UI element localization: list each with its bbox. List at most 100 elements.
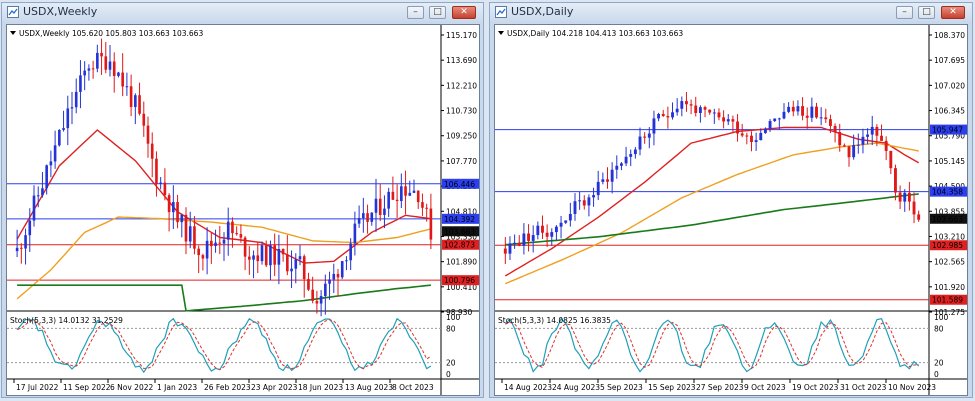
candle-body	[541, 225, 544, 233]
candle-body	[907, 192, 911, 202]
minimize-button[interactable]: –	[896, 6, 913, 19]
price-tick-label: 106.345	[934, 107, 965, 116]
candle-body	[49, 161, 53, 166]
price-tick-label: 100.410	[446, 283, 477, 292]
candle-body	[357, 218, 361, 224]
minimize-button[interactable]: –	[407, 6, 424, 19]
candle-body	[307, 279, 310, 290]
candle-body	[917, 214, 921, 220]
date-tick-label: 13 Aug 2023	[345, 383, 393, 392]
candle-body	[550, 232, 554, 237]
candle-body	[726, 119, 730, 122]
candle-body	[264, 245, 268, 266]
candle-body	[912, 201, 916, 215]
candle-body	[134, 95, 137, 108]
candle-body	[796, 106, 800, 112]
price-level-badge	[930, 124, 967, 135]
candle-body	[894, 168, 897, 193]
maximize-button[interactable]: □	[918, 6, 935, 19]
candle-body	[573, 201, 577, 214]
price-level-badge	[442, 239, 479, 250]
candle-body	[231, 221, 234, 234]
date-tick-label: 26 Feb 2023	[204, 383, 251, 392]
candle-body	[298, 256, 302, 260]
candle-body	[615, 165, 619, 170]
candle-body	[791, 106, 795, 112]
date-tick-label: 1 Jan 2023	[157, 383, 197, 392]
candle-body	[643, 136, 647, 138]
stoch-tick-label: 20	[446, 359, 456, 368]
candle-body	[332, 273, 336, 280]
weekly-window-title: USDX,Weekly	[23, 5, 98, 18]
price-tick-label: 103.855	[934, 207, 965, 216]
daily-titlebar[interactable]: USDX,Daily – □ ✕	[490, 3, 972, 21]
weekly-chart-area[interactable]: 115.170 113.690 112.210 110.730 109.250 107.7…	[6, 24, 480, 396]
candle-body	[188, 226, 192, 242]
candle-body	[898, 192, 902, 202]
price-level-label: 104.358	[932, 188, 963, 197]
candle-body	[210, 240, 213, 247]
candle-body	[378, 198, 382, 215]
price-level-label: 102.985	[932, 241, 963, 250]
candle-body	[125, 86, 129, 88]
candle-body	[685, 101, 688, 105]
candle-body	[104, 56, 108, 70]
candle-body	[193, 226, 196, 249]
candle-body	[513, 242, 517, 244]
weekly-titlebar[interactable]: USDX,Weekly – □ ✕	[2, 3, 483, 21]
price-tick-label: 113.690	[446, 56, 477, 65]
daily-chart-area[interactable]: 108.370 107.695 107.020 106.345 105.790 105.1…	[494, 24, 968, 396]
candle-body	[833, 125, 837, 133]
daily-chart-svg[interactable]: 108.370 107.695 107.020 106.345 105.790 105.1…	[495, 25, 968, 396]
candle-body	[606, 179, 609, 182]
candle-body	[587, 197, 591, 206]
weekly-chart-svg[interactable]: 115.170 113.690 112.210 110.730 109.250 107.7…	[7, 25, 480, 396]
candle-body	[568, 213, 572, 221]
close-button[interactable]: ✕	[452, 6, 476, 19]
ma-fast-line	[504, 126, 920, 277]
weekly-chart-window[interactable]: USDX,Weekly – □ ✕ 115.170 113.690 112.210 1…	[1, 2, 484, 398]
candle-body	[703, 107, 707, 110]
candle-body	[638, 136, 642, 150]
current-price-label: 103.663	[932, 215, 963, 224]
candle-body	[319, 296, 323, 304]
candle-body	[100, 52, 103, 57]
candle-body	[412, 190, 416, 193]
candle-body	[383, 208, 386, 215]
candle-body	[810, 106, 814, 118]
candle-body	[163, 182, 167, 196]
price-tick-label: 105.145	[934, 157, 965, 166]
candle-body	[708, 109, 712, 113]
price-tick-label: 104.810	[446, 207, 477, 216]
price-tick-label: 108.370	[934, 31, 965, 40]
close-button[interactable]: ✕	[941, 6, 965, 19]
candle-body	[582, 200, 586, 206]
price-tick-label: 105.790	[934, 132, 965, 141]
candle-body	[260, 245, 264, 262]
candle-body	[578, 200, 582, 202]
price-level-label: 101.589	[932, 296, 963, 305]
price-tick-label: 107.770	[446, 157, 477, 166]
ma-mid-line	[505, 142, 919, 285]
price-tick-label: 102.565	[934, 258, 965, 267]
price-tick-label: 101.920	[934, 283, 965, 292]
candle-body	[58, 129, 61, 146]
candle-body	[731, 119, 735, 122]
candle-body	[564, 220, 568, 223]
price-tick-label: 109.250	[446, 132, 477, 141]
candle-body	[345, 260, 348, 262]
candle-body	[243, 237, 247, 257]
price-tick-label: 103.330	[446, 232, 477, 241]
dropdown-arrow-icon[interactable]	[498, 31, 504, 35]
maximize-button[interactable]: □	[429, 6, 446, 19]
candle-body	[340, 261, 344, 278]
date-tick-label: 23 Apr 2023	[251, 383, 298, 392]
daily-chart-window[interactable]: USDX,Daily – □ ✕ 108.370 107.695 107.020 10…	[489, 2, 973, 398]
candle-body	[425, 207, 428, 209]
candle-body	[903, 192, 907, 202]
candle-body	[218, 242, 222, 244]
dropdown-arrow-icon[interactable]	[10, 31, 16, 35]
candle-body	[336, 273, 340, 278]
candle-body	[754, 140, 758, 143]
candle-body	[712, 112, 716, 114]
